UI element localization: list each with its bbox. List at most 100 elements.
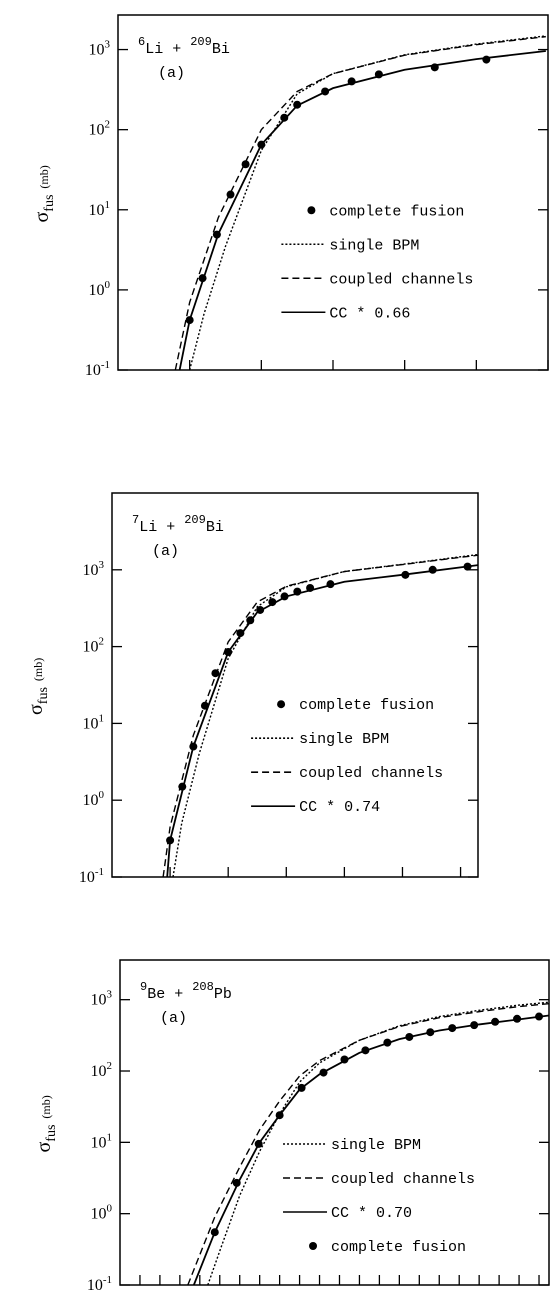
data-point xyxy=(275,1111,284,1120)
data-point xyxy=(297,1083,306,1092)
legend-label: CC * 0.74 xyxy=(299,799,380,816)
y-tick-exponent: -1 xyxy=(95,866,104,878)
data-point xyxy=(361,1046,370,1055)
y-label-unit: (mb) xyxy=(39,1095,53,1118)
legend-label: CC * 0.70 xyxy=(331,1205,412,1222)
curve xyxy=(178,50,546,370)
y-tick-base: 10 xyxy=(83,562,99,579)
reaction-label: 9Be + 208Pb xyxy=(140,980,232,1003)
data-point xyxy=(448,1024,457,1033)
y-tick-label: 101 xyxy=(83,712,105,732)
y-tick-base: 10 xyxy=(89,122,105,139)
y-tick-label: 102 xyxy=(83,636,105,656)
panel-label: (a) xyxy=(152,543,179,560)
curve xyxy=(172,553,478,877)
superscript: 6 xyxy=(138,35,145,49)
curve xyxy=(187,1002,549,1285)
reaction-text: Li + xyxy=(139,519,184,536)
y-label-symbol: σ xyxy=(33,1142,55,1153)
y-label-unit: (mb) xyxy=(37,165,51,188)
legend-label: coupled channels xyxy=(331,1171,475,1188)
panel-label: (a) xyxy=(160,1010,187,1027)
data-point xyxy=(426,1028,435,1037)
superscript: 209 xyxy=(184,513,206,527)
y-tick-label: 102 xyxy=(89,119,111,139)
data-point xyxy=(268,598,277,607)
data-point xyxy=(232,1178,241,1187)
y-tick-exponent: -1 xyxy=(103,1274,112,1286)
y-tick-label: 101 xyxy=(91,1131,113,1151)
curve xyxy=(166,564,478,877)
y-tick-exponent: 3 xyxy=(99,559,105,571)
legend-marker xyxy=(309,1242,318,1250)
y-tick-base: 10 xyxy=(91,992,107,1009)
plot-frame xyxy=(111,492,479,878)
y-tick-base: 10 xyxy=(83,639,99,656)
y-tick-base: 10 xyxy=(91,1206,107,1223)
y-tick-exponent: 3 xyxy=(105,39,111,51)
y-tick-exponent: 1 xyxy=(99,712,105,724)
legend-label: complete fusion xyxy=(331,1239,466,1256)
y-tick-base: 10 xyxy=(89,202,105,219)
legend-label: single BPM xyxy=(331,1137,421,1154)
y-label-subscript: fus xyxy=(42,195,57,212)
plot-frame xyxy=(119,959,550,1286)
y-tick-exponent: 0 xyxy=(99,789,105,801)
y-tick-exponent: 1 xyxy=(107,1131,113,1143)
y-tick-exponent: 0 xyxy=(107,1203,113,1215)
legend-label: CC * 0.66 xyxy=(329,305,410,322)
y-tick-label: 103 xyxy=(83,559,105,579)
curve xyxy=(174,35,546,370)
y-tick-label: 100 xyxy=(89,279,111,299)
curve xyxy=(192,1014,549,1285)
y-tick-label: 103 xyxy=(91,989,113,1009)
plot-area xyxy=(174,35,546,370)
reaction-label: 7Li + 209Bi xyxy=(132,513,224,536)
y-tick-base: 10 xyxy=(89,282,105,299)
y-tick-exponent: 2 xyxy=(107,1060,113,1072)
data-point xyxy=(254,1139,263,1148)
y-tick-exponent: 1 xyxy=(105,199,111,211)
superscript: 208 xyxy=(192,980,214,994)
curve xyxy=(207,1001,549,1285)
y-tick-exponent: 2 xyxy=(105,119,111,131)
superscript: 7 xyxy=(132,513,139,527)
y-tick-base: 10 xyxy=(79,869,95,886)
legend-marker xyxy=(277,700,286,709)
data-point xyxy=(319,1068,328,1077)
data-point xyxy=(280,113,289,122)
panel-label: (a) xyxy=(158,65,185,82)
reaction-text: Pb xyxy=(214,986,232,1003)
y-label-unit: (mb) xyxy=(31,658,45,681)
y-axis-label: σfus (mb) xyxy=(31,165,57,222)
data-point xyxy=(340,1055,349,1064)
y-tick-exponent: 2 xyxy=(99,636,105,648)
y-tick-label: 103 xyxy=(89,39,111,59)
reaction-label: 6Li + 209Bi xyxy=(138,35,230,58)
reaction-text: Bi xyxy=(212,41,230,58)
y-tick-base: 10 xyxy=(87,1277,103,1294)
legend-label: complete fusion xyxy=(329,203,464,220)
y-tick-label: 101 xyxy=(89,199,111,219)
plot-area xyxy=(187,1001,549,1285)
reaction-text: Be + xyxy=(147,986,192,1003)
y-tick-base: 10 xyxy=(83,715,99,732)
y-tick-exponent: 0 xyxy=(105,279,111,291)
y-tick-base: 10 xyxy=(91,1063,107,1080)
curve xyxy=(188,35,546,370)
data-point xyxy=(383,1038,392,1047)
superscript: 9 xyxy=(140,980,147,994)
y-label-subscript: fus xyxy=(44,1125,59,1142)
y-tick-base: 10 xyxy=(89,42,105,59)
legend-label: coupled channels xyxy=(299,765,443,782)
plot-area xyxy=(162,553,478,877)
legend-label: complete fusion xyxy=(299,697,434,714)
legend-label: coupled channels xyxy=(329,271,473,288)
legend-marker xyxy=(307,206,316,215)
y-axis-label: σfus (mb) xyxy=(25,658,51,715)
reaction-text: Bi xyxy=(206,519,224,536)
